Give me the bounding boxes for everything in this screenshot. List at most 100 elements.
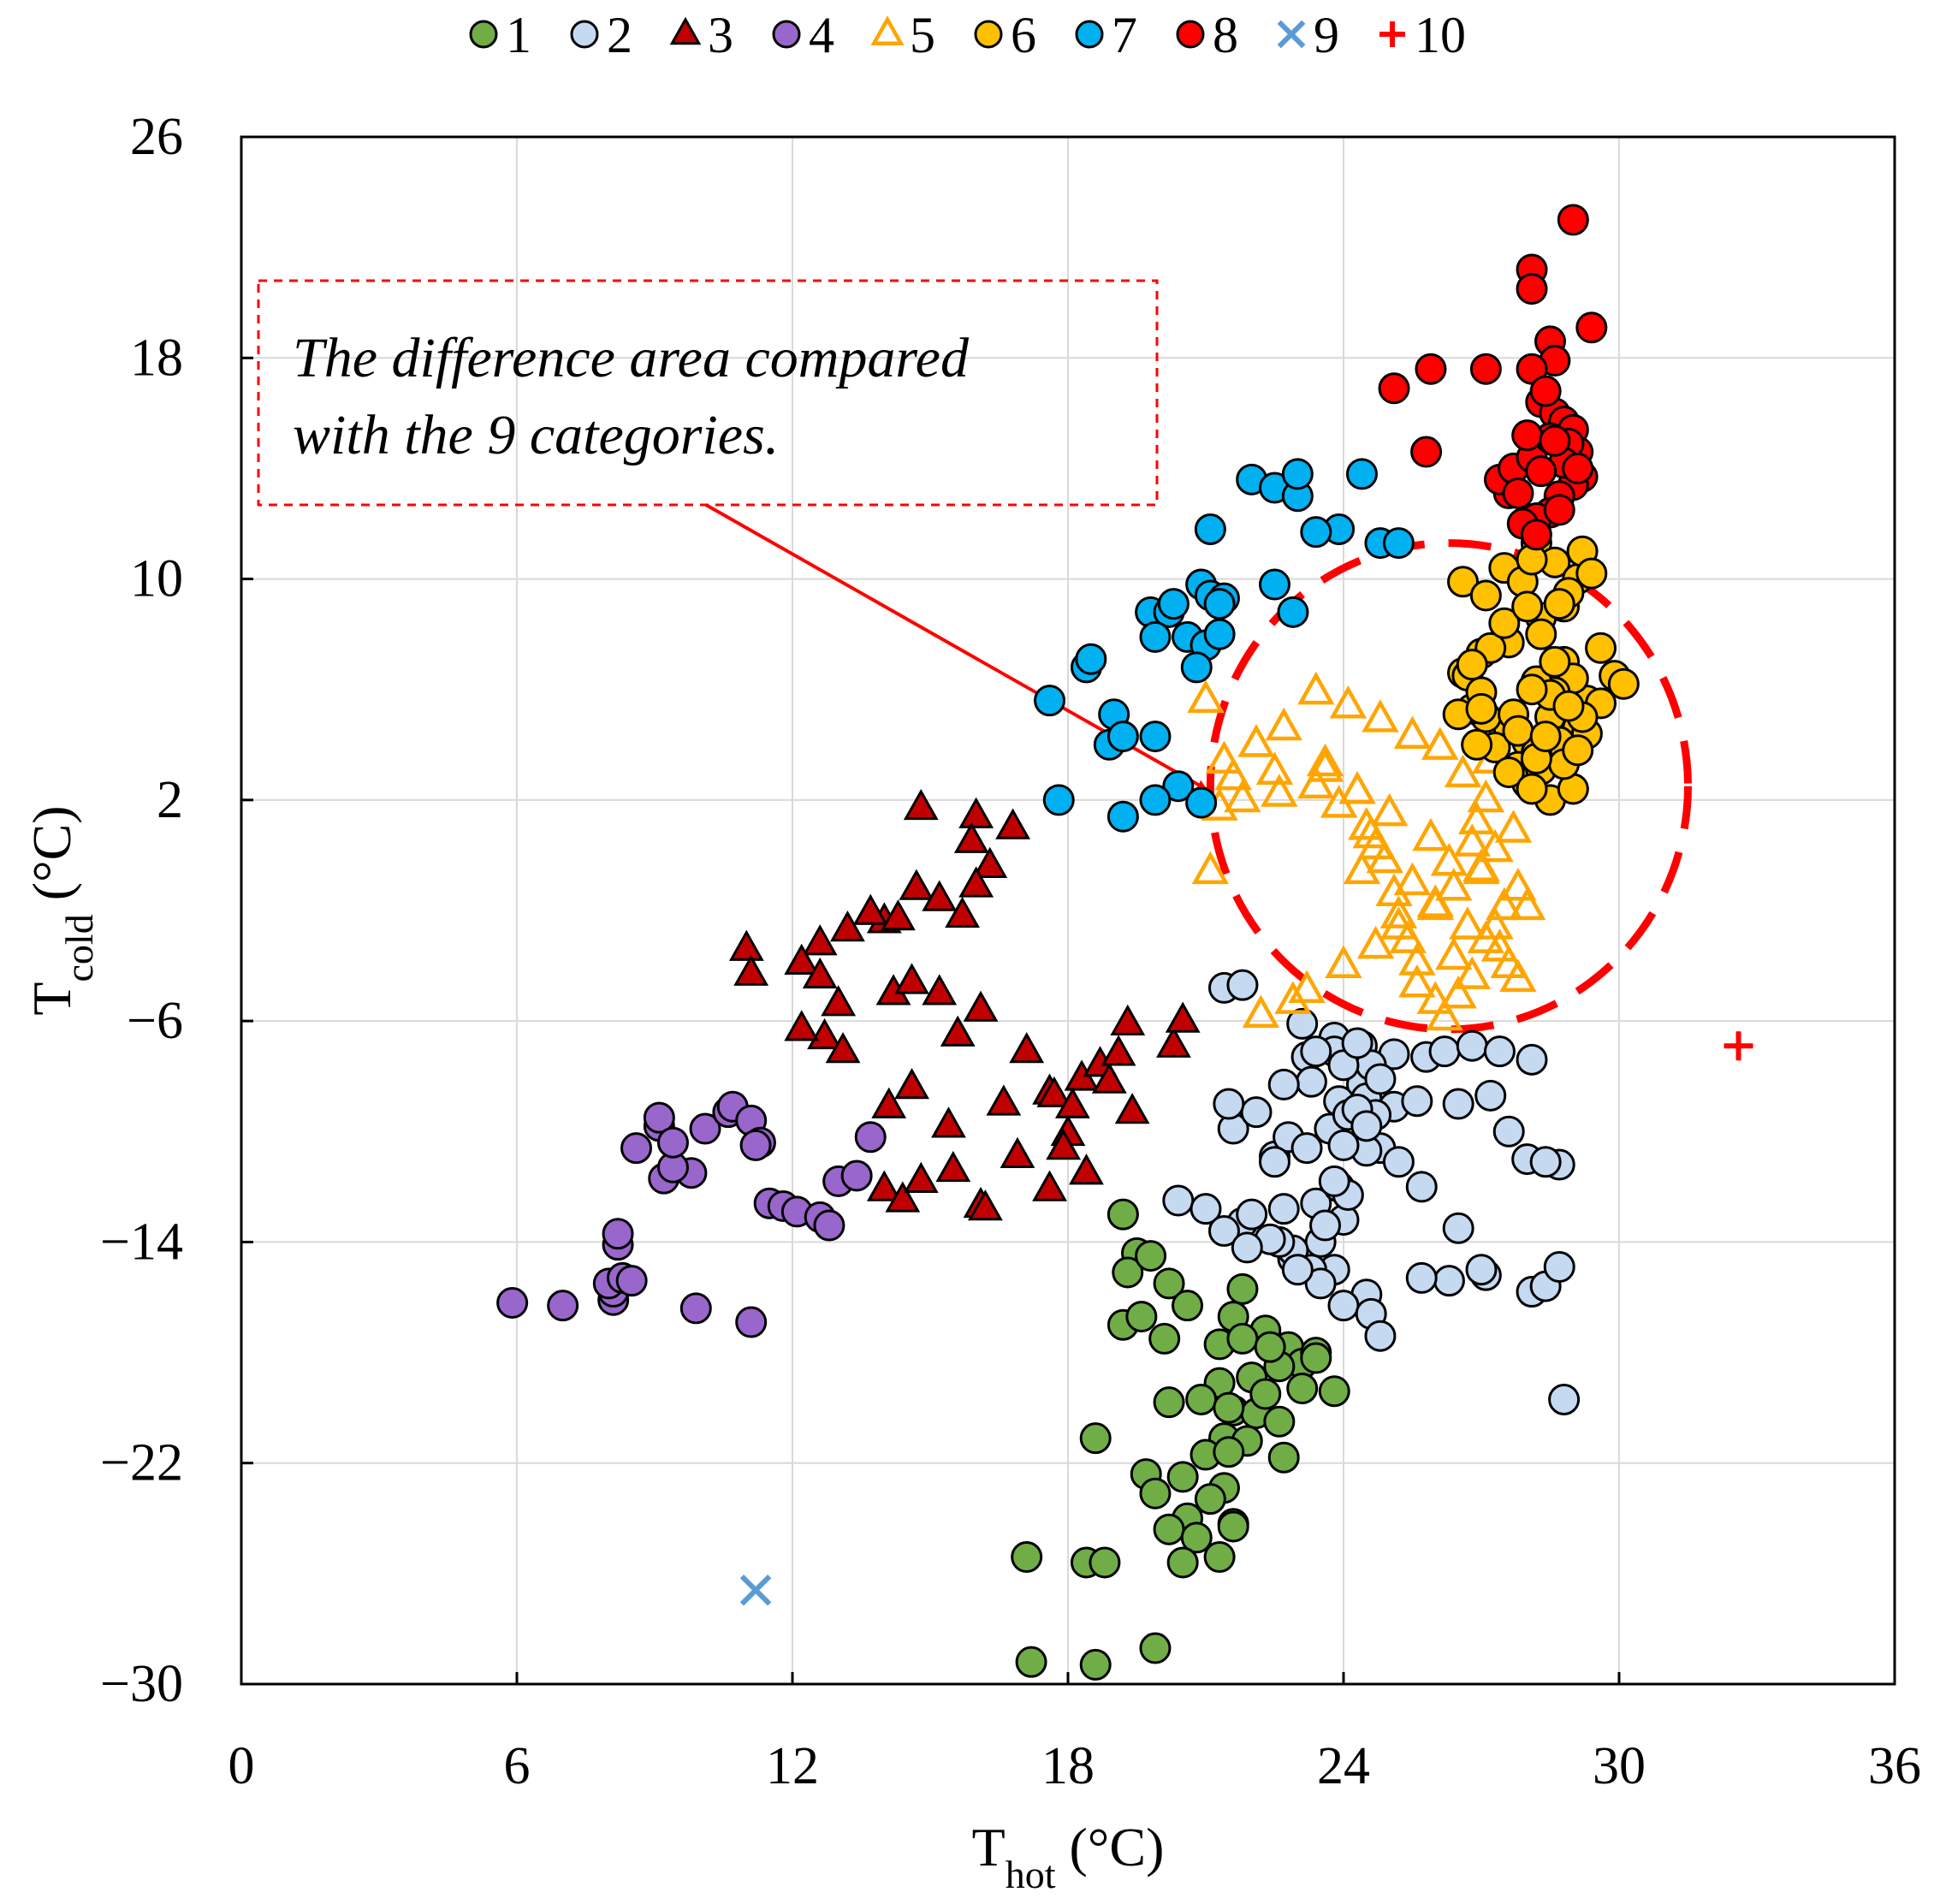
point-series-2 (1529, 1146, 1562, 1178)
point-series-3 (894, 1068, 929, 1100)
point-series-5 (1297, 765, 1335, 799)
point-series-5 (1205, 740, 1243, 774)
point-series-2 (1474, 1079, 1507, 1112)
point-series-6 (1456, 649, 1488, 681)
point-series-5 (1242, 994, 1280, 1029)
point-series-7 (1277, 596, 1309, 628)
y-axis-ticks: −30 −22 −14 −6 2 10 18 26 (100, 108, 253, 1713)
point-series-1 (1139, 1477, 1172, 1510)
x-tick-label: 30 (1593, 1737, 1646, 1795)
point-series-4 (656, 1126, 689, 1159)
point-series-3 (1165, 1001, 1201, 1033)
y-axis-title-main: T (21, 982, 82, 1016)
point-series-3 (802, 924, 838, 956)
point-series-3 (784, 1010, 820, 1041)
point-series-1 (1300, 1342, 1332, 1374)
legend-marker-9 (1277, 20, 1306, 49)
point-series-10 (1723, 1031, 1753, 1061)
point-series-6 (1516, 673, 1548, 706)
point-series-5 (1486, 887, 1523, 921)
annotation-line-1: The difference area compared (293, 327, 970, 389)
point-series-7 (1162, 770, 1195, 803)
point-series-2 (1548, 1383, 1581, 1415)
point-series-1 (1286, 1373, 1319, 1405)
point-series-3 (972, 846, 1008, 878)
point-series-1 (1226, 1272, 1259, 1305)
point-series-5 (1237, 724, 1275, 757)
grid (240, 136, 1896, 1685)
point-series-1 (1166, 1546, 1199, 1579)
point-series-2 (1226, 969, 1259, 1001)
point-series-3 (733, 954, 769, 986)
point-series-5 (1338, 771, 1376, 804)
point-series-7 (1185, 786, 1218, 819)
legend-label-6: 6 (1011, 7, 1036, 63)
point-series-3 (871, 1087, 907, 1118)
point-series-8 (1557, 204, 1589, 236)
point-series-7 (1042, 784, 1075, 816)
point-series-4 (679, 1292, 712, 1325)
point-series-3 (903, 788, 939, 821)
point-series-7 (1180, 651, 1213, 684)
point-series-1 (1089, 1546, 1121, 1579)
y-tick-label: 18 (130, 329, 183, 387)
point-series-5 (1457, 801, 1496, 835)
point-series-2 (1290, 1132, 1323, 1165)
point-series-3 (922, 974, 958, 1005)
point-series-4 (689, 1112, 721, 1145)
point-series-1 (1185, 1383, 1218, 1415)
point-series-1 (1172, 1290, 1204, 1322)
point-series-1 (1106, 1198, 1139, 1231)
point-series-8 (1511, 419, 1544, 452)
x-axis-title: Thot (°C) (972, 1817, 1165, 1896)
point-series-1 (1203, 1540, 1236, 1573)
point-series-3 (829, 910, 865, 942)
point-series-4 (615, 1265, 648, 1297)
point-series-8 (1525, 455, 1557, 488)
point-series-3 (885, 1181, 921, 1213)
point-series-1 (1226, 1322, 1259, 1355)
legend-marker-7 (1075, 20, 1104, 49)
point-series-1 (1194, 1483, 1226, 1515)
point-series-4 (602, 1218, 634, 1250)
point-series-2 (1364, 1320, 1397, 1352)
point-series-3 (821, 985, 857, 1017)
point-series-8 (1378, 372, 1410, 405)
legend: 1 2 3 4 5 6 7 8 9 10 (469, 7, 1466, 63)
point-series-1 (1125, 1301, 1158, 1333)
series-3 (728, 788, 1201, 1221)
legend-item-8: 8 (1176, 7, 1238, 63)
point-series-5 (1306, 743, 1344, 777)
legend-marker-10 (1379, 21, 1405, 47)
annotation-box (257, 279, 1159, 507)
point-series-5 (1508, 887, 1546, 921)
point-series-5 (1398, 964, 1436, 998)
legend-marker-4 (772, 20, 801, 49)
point-series-5 (1255, 751, 1294, 785)
y-tick-label: 10 (130, 550, 183, 608)
series-4 (496, 1090, 887, 1338)
legend-item-10: 10 (1379, 7, 1466, 63)
point-series-2 (1213, 1088, 1245, 1120)
y-tick-label: −6 (127, 992, 183, 1050)
point-series-2 (1401, 1085, 1433, 1118)
point-series-3 (986, 1084, 1022, 1116)
point-series-8 (1520, 519, 1552, 551)
point-series-2 (1286, 1007, 1319, 1040)
point-series-2 (1516, 1043, 1548, 1076)
legend-marker-5 (870, 15, 905, 45)
point-series-8 (1543, 494, 1575, 526)
point-series-4 (739, 1129, 772, 1161)
y-tick-label: −14 (100, 1213, 183, 1271)
point-series-2 (1428, 1035, 1461, 1068)
legend-label-8: 8 (1213, 7, 1238, 63)
point-series-5 (1379, 895, 1418, 928)
point-series-5 (1265, 707, 1302, 741)
point-series-1 (1135, 1240, 1167, 1272)
point-series-3 (953, 822, 989, 853)
point-series-3 (967, 1189, 1003, 1221)
point-series-6 (1575, 557, 1608, 590)
point-series-1 (1148, 1322, 1181, 1355)
point-series-2 (1341, 1027, 1373, 1059)
